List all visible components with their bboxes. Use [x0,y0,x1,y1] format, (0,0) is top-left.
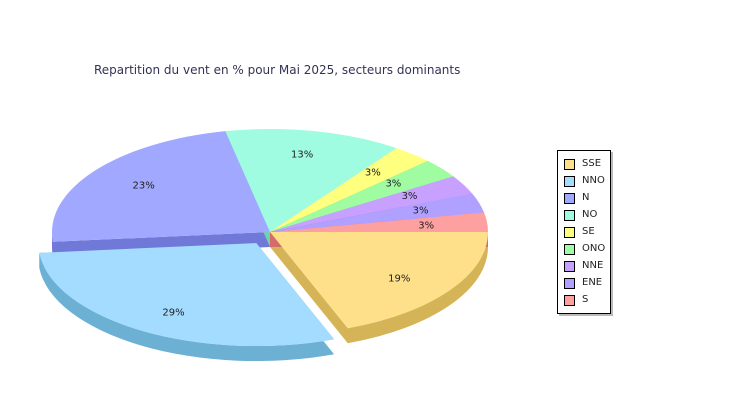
pie-label-n: 23% [132,180,154,191]
legend-label: NNE [582,260,604,271]
legend-label: NO [582,209,598,220]
legend-swatch [564,244,575,255]
pie-slice-s [270,212,488,232]
legend-label: SE [582,226,595,237]
legend-label: ONO [582,243,606,254]
legend-label: SSE [582,158,602,169]
pie-label-nno: 29% [162,307,184,318]
legend-swatch [564,295,575,306]
pie-slice-nno [39,243,335,347]
legend: SSE NNO N NO SE ONO NNE ENE S [557,150,611,314]
legend-swatch [564,159,575,170]
pie-label-nne: 3% [402,191,418,202]
legend-label: S [582,294,589,305]
pie-slice-no [225,129,397,232]
legend-label: NNO [582,175,605,186]
legend-swatch [564,176,575,187]
legend-swatch [564,210,575,221]
legend-swatch [564,278,575,289]
legend-swatch [564,227,575,238]
chart-title: Repartition du vent en % pour Mai 2025, … [94,63,461,77]
legend-label: ENE [582,277,603,288]
pie-slice-ono [270,160,454,232]
pie-slice-n [52,131,271,242]
pie-label-no: 13% [291,149,313,160]
pie-slice-sse [270,232,488,329]
pie-label-ene: 3% [413,205,429,216]
pie-label-sse: 19% [388,274,410,285]
pie-side-nno [39,243,335,362]
legend-label: N [582,192,590,203]
pie-label-se: 3% [365,167,381,178]
pie-slice-nne [270,176,473,232]
pie-label-ono: 3% [385,178,401,189]
legend-swatch [564,193,575,204]
pie-slice-ene [270,193,485,232]
legend-swatch [564,261,575,272]
pie-slice-se [270,148,428,232]
pie-label-s: 3% [418,220,434,231]
